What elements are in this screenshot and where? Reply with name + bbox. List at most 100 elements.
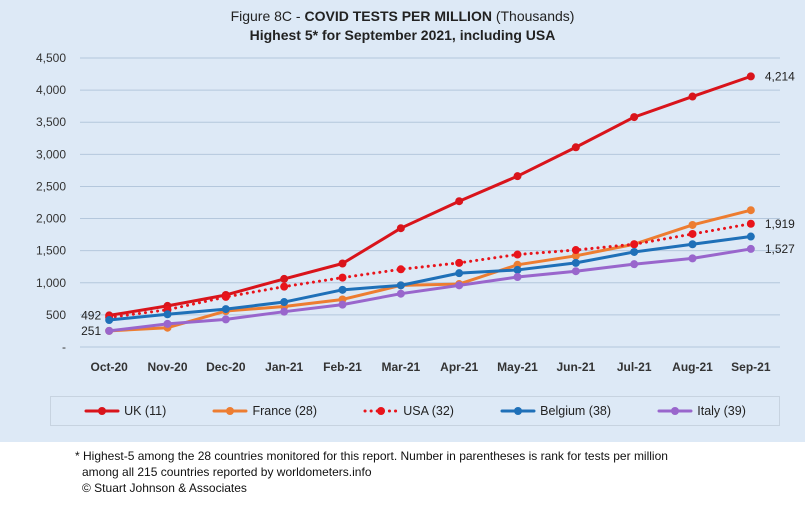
data-point	[455, 197, 464, 206]
data-point	[221, 292, 230, 301]
footnote: * Highest-5 among the 28 countries monit…	[75, 448, 668, 496]
data-point	[746, 72, 755, 81]
series-line	[107, 208, 753, 333]
series-line	[107, 235, 753, 322]
x-tick-label: Sep-21	[731, 360, 771, 374]
data-point	[688, 92, 697, 101]
series-line	[107, 247, 753, 333]
x-tick-label: Apr-21	[440, 360, 478, 374]
legend: UK (11) France (28) USA (32) Belgium (38) It…	[50, 396, 780, 426]
legend-swatch	[657, 407, 693, 415]
footnote-line3: © Stuart Johnson & Associates	[82, 481, 247, 495]
data-point	[688, 220, 697, 229]
plot-svg: - 500 1,000 1,500 2,000 2,500 3,000 3,500 4,000 4…	[36, 51, 795, 374]
series-line	[107, 222, 753, 319]
footnote-line2: among all 215 countries reported by worl…	[82, 465, 372, 479]
legend-swatch	[363, 407, 399, 415]
data-point	[280, 307, 289, 316]
x-tick-label: Nov-20	[147, 360, 187, 374]
data-point	[221, 305, 230, 314]
x-tick-label: Jan-21	[265, 360, 303, 374]
legend-item: USA (32)	[363, 404, 454, 418]
data-point	[513, 272, 522, 281]
data-label: 251	[81, 324, 101, 338]
data-point	[105, 316, 114, 325]
title-prefix: Figure 8C -	[230, 8, 305, 24]
y-tick-label: 3,000	[36, 147, 66, 161]
data-point	[571, 251, 580, 260]
data-point	[688, 254, 697, 263]
legend-label: Italy (39)	[697, 404, 746, 418]
data-point	[513, 172, 522, 181]
data-point	[513, 265, 522, 274]
y-tick-label: 2,000	[36, 212, 66, 226]
data-point	[280, 282, 289, 291]
x-tick-label: Feb-21	[323, 360, 362, 374]
x-tick-label: May-21	[497, 360, 538, 374]
data-point	[455, 281, 464, 290]
data-point	[455, 258, 464, 267]
chart-title: Figure 8C - COVID TESTS PER MILLION (Tho…	[0, 8, 805, 24]
y-tick-label: 2,500	[36, 179, 66, 193]
y-tick-label: 1,500	[36, 244, 66, 258]
data-point	[338, 285, 347, 294]
legend-item: UK (11)	[84, 404, 166, 418]
legend-swatch	[212, 407, 248, 415]
x-tick-label: Dec-20	[206, 360, 246, 374]
y-tick-label: -	[62, 340, 66, 354]
data-point	[630, 260, 639, 269]
legend-label: Belgium (38)	[540, 404, 612, 418]
legend-label: UK (11)	[124, 404, 167, 418]
legend-label: USA (32)	[403, 404, 454, 418]
legend-item: Belgium (38)	[500, 404, 611, 418]
x-tick-label: Mar-21	[381, 360, 420, 374]
y-tick-label: 4,000	[36, 83, 66, 97]
x-tick-label: Aug-21	[672, 360, 713, 374]
data-point	[630, 240, 639, 249]
data-point	[396, 281, 405, 290]
x-tick-label: Oct-20	[90, 360, 128, 374]
data-point	[396, 224, 405, 233]
y-tick-label: 500	[46, 308, 66, 322]
data-point	[163, 310, 172, 319]
data-point	[513, 250, 522, 259]
title-main: COVID TESTS PER MILLION	[304, 8, 492, 24]
data-point	[571, 246, 580, 255]
data-label: 1,527	[765, 242, 795, 256]
data-point	[746, 244, 755, 253]
data-point	[338, 300, 347, 309]
data-point	[746, 219, 755, 228]
chart-subtitle: Highest 5* for September 2021, including…	[249, 27, 556, 43]
data-point	[221, 315, 230, 324]
data-label: 492	[81, 308, 101, 322]
legend-label: France (28)	[252, 404, 318, 418]
x-tick-label: Jun-21	[556, 360, 595, 374]
data-point	[105, 326, 114, 335]
legend-swatch	[500, 407, 536, 415]
data-point	[746, 206, 755, 215]
data-point	[396, 265, 405, 274]
data-point	[571, 143, 580, 152]
data-point	[280, 274, 289, 283]
footnote-line1: * Highest-5 among the 28 countries monit…	[75, 449, 668, 463]
data-label: 1,919	[765, 217, 795, 231]
title-suffix: (Thousands)	[491, 8, 575, 24]
x-tick-label: Jul-21	[617, 360, 652, 374]
data-point	[746, 232, 755, 241]
data-point	[630, 247, 639, 256]
data-point	[688, 229, 697, 238]
data-point	[571, 267, 580, 276]
y-tick-label: 4,500	[36, 51, 66, 65]
data-point	[630, 113, 639, 122]
y-tick-label: 1,000	[36, 276, 66, 290]
legend-item: Italy (39)	[657, 404, 746, 418]
y-tick-label: 3,500	[36, 115, 66, 129]
series-line	[107, 74, 753, 317]
data-point	[688, 240, 697, 249]
data-point	[280, 298, 289, 307]
data-point	[455, 269, 464, 278]
legend-swatch	[84, 407, 120, 415]
data-label: 4,214	[765, 69, 795, 83]
data-point	[338, 259, 347, 268]
legend-item: France (28)	[212, 404, 317, 418]
